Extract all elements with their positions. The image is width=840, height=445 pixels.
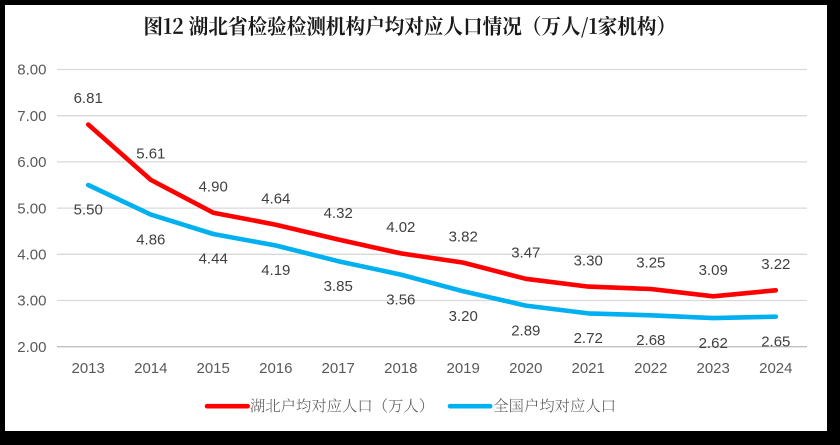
- svg-text:2.62: 2.62: [699, 335, 728, 352]
- svg-text:2014: 2014: [134, 360, 167, 377]
- svg-text:2020: 2020: [509, 360, 542, 377]
- svg-text:3.30: 3.30: [574, 252, 603, 269]
- svg-text:2023: 2023: [697, 360, 730, 377]
- svg-text:4.32: 4.32: [324, 205, 353, 222]
- svg-text:2013: 2013: [72, 360, 105, 377]
- svg-text:4.19: 4.19: [261, 262, 290, 279]
- svg-text:3.09: 3.09: [699, 262, 728, 279]
- svg-text:8.00: 8.00: [17, 62, 46, 79]
- svg-text:4.02: 4.02: [386, 219, 415, 236]
- svg-text:2019: 2019: [447, 360, 480, 377]
- svg-text:3.85: 3.85: [324, 278, 353, 295]
- svg-text:2021: 2021: [572, 360, 605, 377]
- svg-text:4.86: 4.86: [136, 231, 165, 248]
- svg-text:3.22: 3.22: [761, 256, 790, 273]
- svg-text:5.50: 5.50: [74, 202, 103, 219]
- svg-text:3.25: 3.25: [636, 255, 665, 272]
- svg-text:2016: 2016: [259, 360, 292, 377]
- svg-text:4.64: 4.64: [261, 190, 290, 207]
- svg-text:6.00: 6.00: [17, 154, 46, 171]
- svg-text:3.20: 3.20: [449, 308, 478, 325]
- svg-text:7.00: 7.00: [17, 108, 46, 125]
- svg-text:2.68: 2.68: [636, 332, 665, 349]
- svg-text:5.00: 5.00: [17, 200, 46, 217]
- svg-text:2018: 2018: [384, 360, 417, 377]
- svg-text:2015: 2015: [197, 360, 230, 377]
- svg-text:2.00: 2.00: [17, 339, 46, 356]
- svg-text:3.56: 3.56: [386, 291, 415, 308]
- svg-text:6.81: 6.81: [74, 90, 103, 107]
- svg-text:2017: 2017: [322, 360, 355, 377]
- svg-text:3.82: 3.82: [449, 228, 478, 245]
- svg-text:2.65: 2.65: [761, 333, 790, 350]
- svg-text:2.72: 2.72: [574, 330, 603, 347]
- svg-text:4.44: 4.44: [199, 251, 228, 268]
- svg-text:3.00: 3.00: [17, 293, 46, 310]
- svg-text:2024: 2024: [759, 360, 792, 377]
- svg-text:4.90: 4.90: [199, 178, 228, 195]
- svg-text:2.89: 2.89: [511, 322, 540, 339]
- svg-text:5.61: 5.61: [136, 146, 165, 163]
- svg-text:3.47: 3.47: [511, 245, 540, 262]
- svg-text:4.00: 4.00: [17, 247, 46, 264]
- svg-text:2022: 2022: [634, 360, 667, 377]
